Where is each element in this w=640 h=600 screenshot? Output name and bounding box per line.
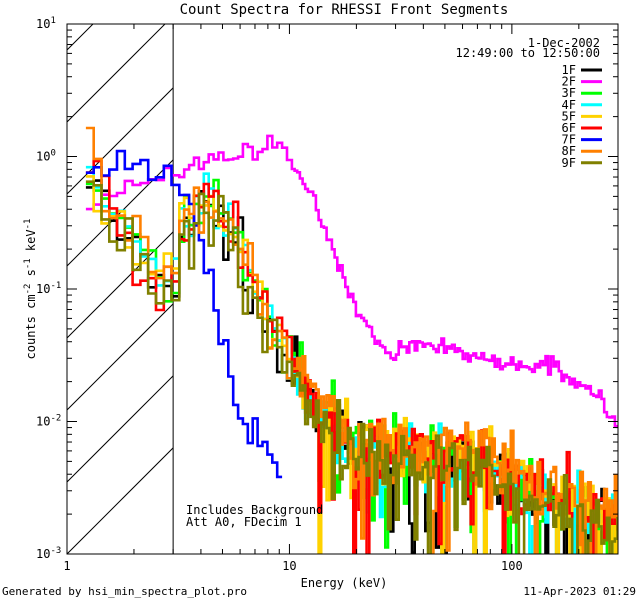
series-9F bbox=[85, 180, 618, 554]
x-tick-labels: 1 10 100 bbox=[63, 559, 522, 573]
y-tick-label: 10-1 bbox=[36, 281, 61, 296]
y-tick-label: 10-2 bbox=[36, 414, 61, 429]
series-6F bbox=[85, 159, 618, 554]
series-2F bbox=[85, 134, 618, 429]
legend-label: 2F bbox=[562, 75, 576, 89]
date-text: 1-Dec-2002 bbox=[528, 36, 600, 50]
x-tick-label: 100 bbox=[501, 559, 523, 573]
x-tick-label: 1 bbox=[63, 559, 70, 573]
annotation-attenuator: Att A0, FDecim 1 bbox=[186, 515, 302, 529]
legend-label: 8F bbox=[562, 144, 576, 158]
annotation-background: Includes Background bbox=[186, 503, 323, 517]
chart-title: Count Spectra for RHESSI Front Segments bbox=[180, 2, 509, 18]
legend-label: 6F bbox=[562, 121, 576, 135]
y-tick-label: 10-3 bbox=[36, 546, 61, 561]
legend-label: 9F bbox=[562, 156, 576, 170]
y-tick-label: 100 bbox=[36, 149, 56, 164]
y-tick-labels: 10-3 10-2 10-1 100 101 bbox=[36, 16, 61, 561]
x-axis-label: Energy (keV) bbox=[301, 576, 388, 590]
y-axis-label: counts cm-2 s-1 keV-1 bbox=[23, 219, 38, 360]
legend-label: 3F bbox=[562, 86, 576, 100]
footer-generator: Generated by hsi_min_spectra_plot.pro bbox=[2, 585, 247, 598]
legend-label: 1F bbox=[562, 63, 576, 77]
legend-label: 7F bbox=[562, 133, 576, 147]
y-tick-label: 101 bbox=[36, 16, 56, 31]
series-layer bbox=[85, 126, 618, 554]
legend-label: 4F bbox=[562, 98, 576, 112]
x-tick-label: 10 bbox=[282, 559, 296, 573]
time-range-text: 12:49:00 to 12:50:00 bbox=[456, 46, 601, 60]
series-7F bbox=[85, 149, 283, 479]
axis-ticks bbox=[66, 24, 619, 555]
legend-label: 5F bbox=[562, 109, 576, 123]
footer-timestamp: 11-Apr-2023 01:29 bbox=[523, 585, 636, 598]
